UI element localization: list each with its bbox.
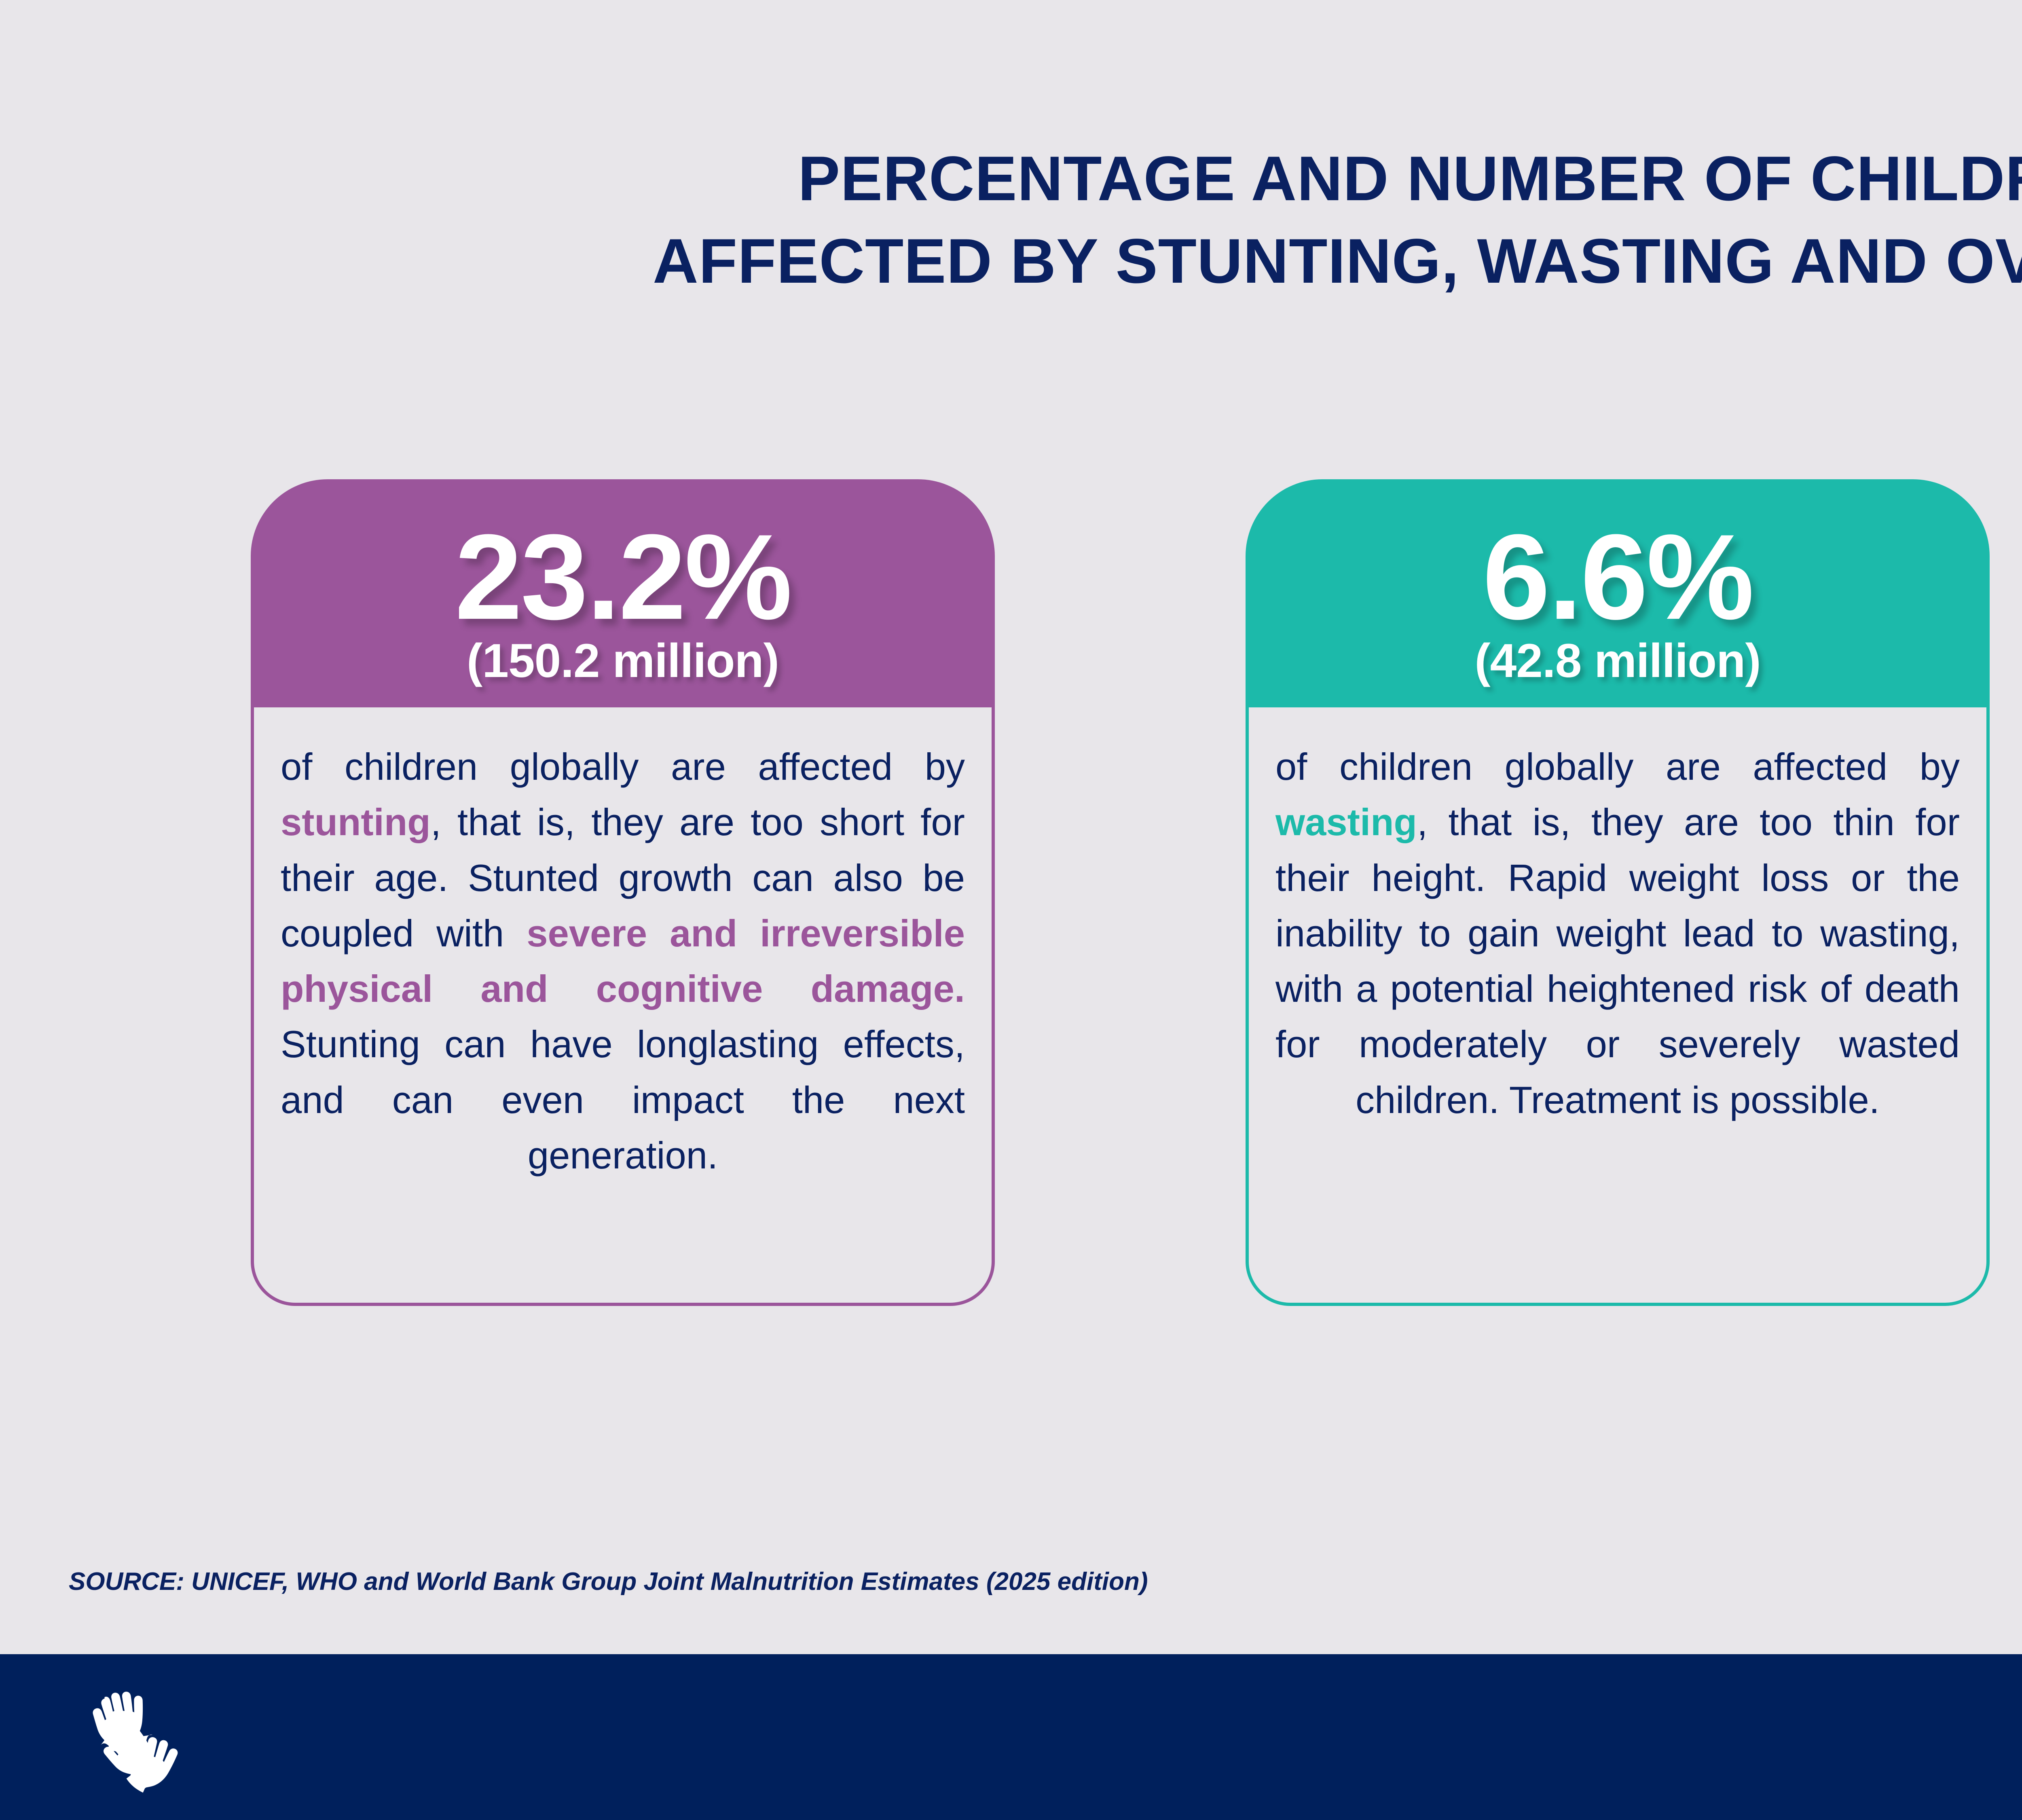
three-hands-logo [63,1676,184,1798]
page-title: PERCENTAGE AND NUMBER OF CHILDREN UNDER … [0,138,2022,303]
stat-card-header-stunting: 23.2% (150.2 million) [251,479,995,708]
highlighted-term: wasting [1275,801,1417,844]
stat-card-stunting: 23.2% (150.2 million) of children global… [251,479,995,1306]
stat-description-stunting: of children globally are affected by stu… [281,739,965,1183]
stat-percent-stunting: 23.2% [455,509,793,645]
stat-cards-row: 23.2% (150.2 million) of children global… [0,479,2022,1450]
body-text-run: of children globally are affected by [1275,745,1960,788]
source-note: SOURCE: UNICEF, WHO and World Bank Group… [69,1568,1148,1596]
stat-card-header-wasting: 6.6% (42.8 million) [1246,479,1990,708]
stat-card-wasting: 6.6% (42.8 million) of children globally… [1246,479,1990,1306]
title-line-1: PERCENTAGE AND NUMBER OF CHILDREN UNDER … [798,144,2022,214]
body-text-run: of children globally are affected by [281,745,965,788]
highlighted-term: severe and irreversible physical and cog… [281,912,965,1010]
stat-card-body-stunting: of children globally are affected by stu… [251,707,995,1306]
stat-percent-wasting: 6.6% [1483,509,1754,645]
stat-count-wasting: (42.8 million) [1474,634,1761,688]
body-text-run: , that is, they are too thin for their h… [1275,801,1960,1121]
stat-description-wasting: of children globally are affected by was… [1275,739,1960,1128]
stat-count-stunting: (150.2 million) [467,634,779,688]
title-line-2: AFFECTED BY STUNTING, WASTING AND OVERWE… [653,226,2022,297]
highlighted-term: stunting [281,801,431,844]
stat-card-body-wasting: of children globally are affected by was… [1246,707,1990,1306]
body-text-run: , that is, they are too short for their … [281,801,965,954]
footer-bar: ★★★★★★★★★★★★ [0,1654,2022,1820]
body-text-run: Stunting can have longlasting effects, a… [281,1023,965,1177]
